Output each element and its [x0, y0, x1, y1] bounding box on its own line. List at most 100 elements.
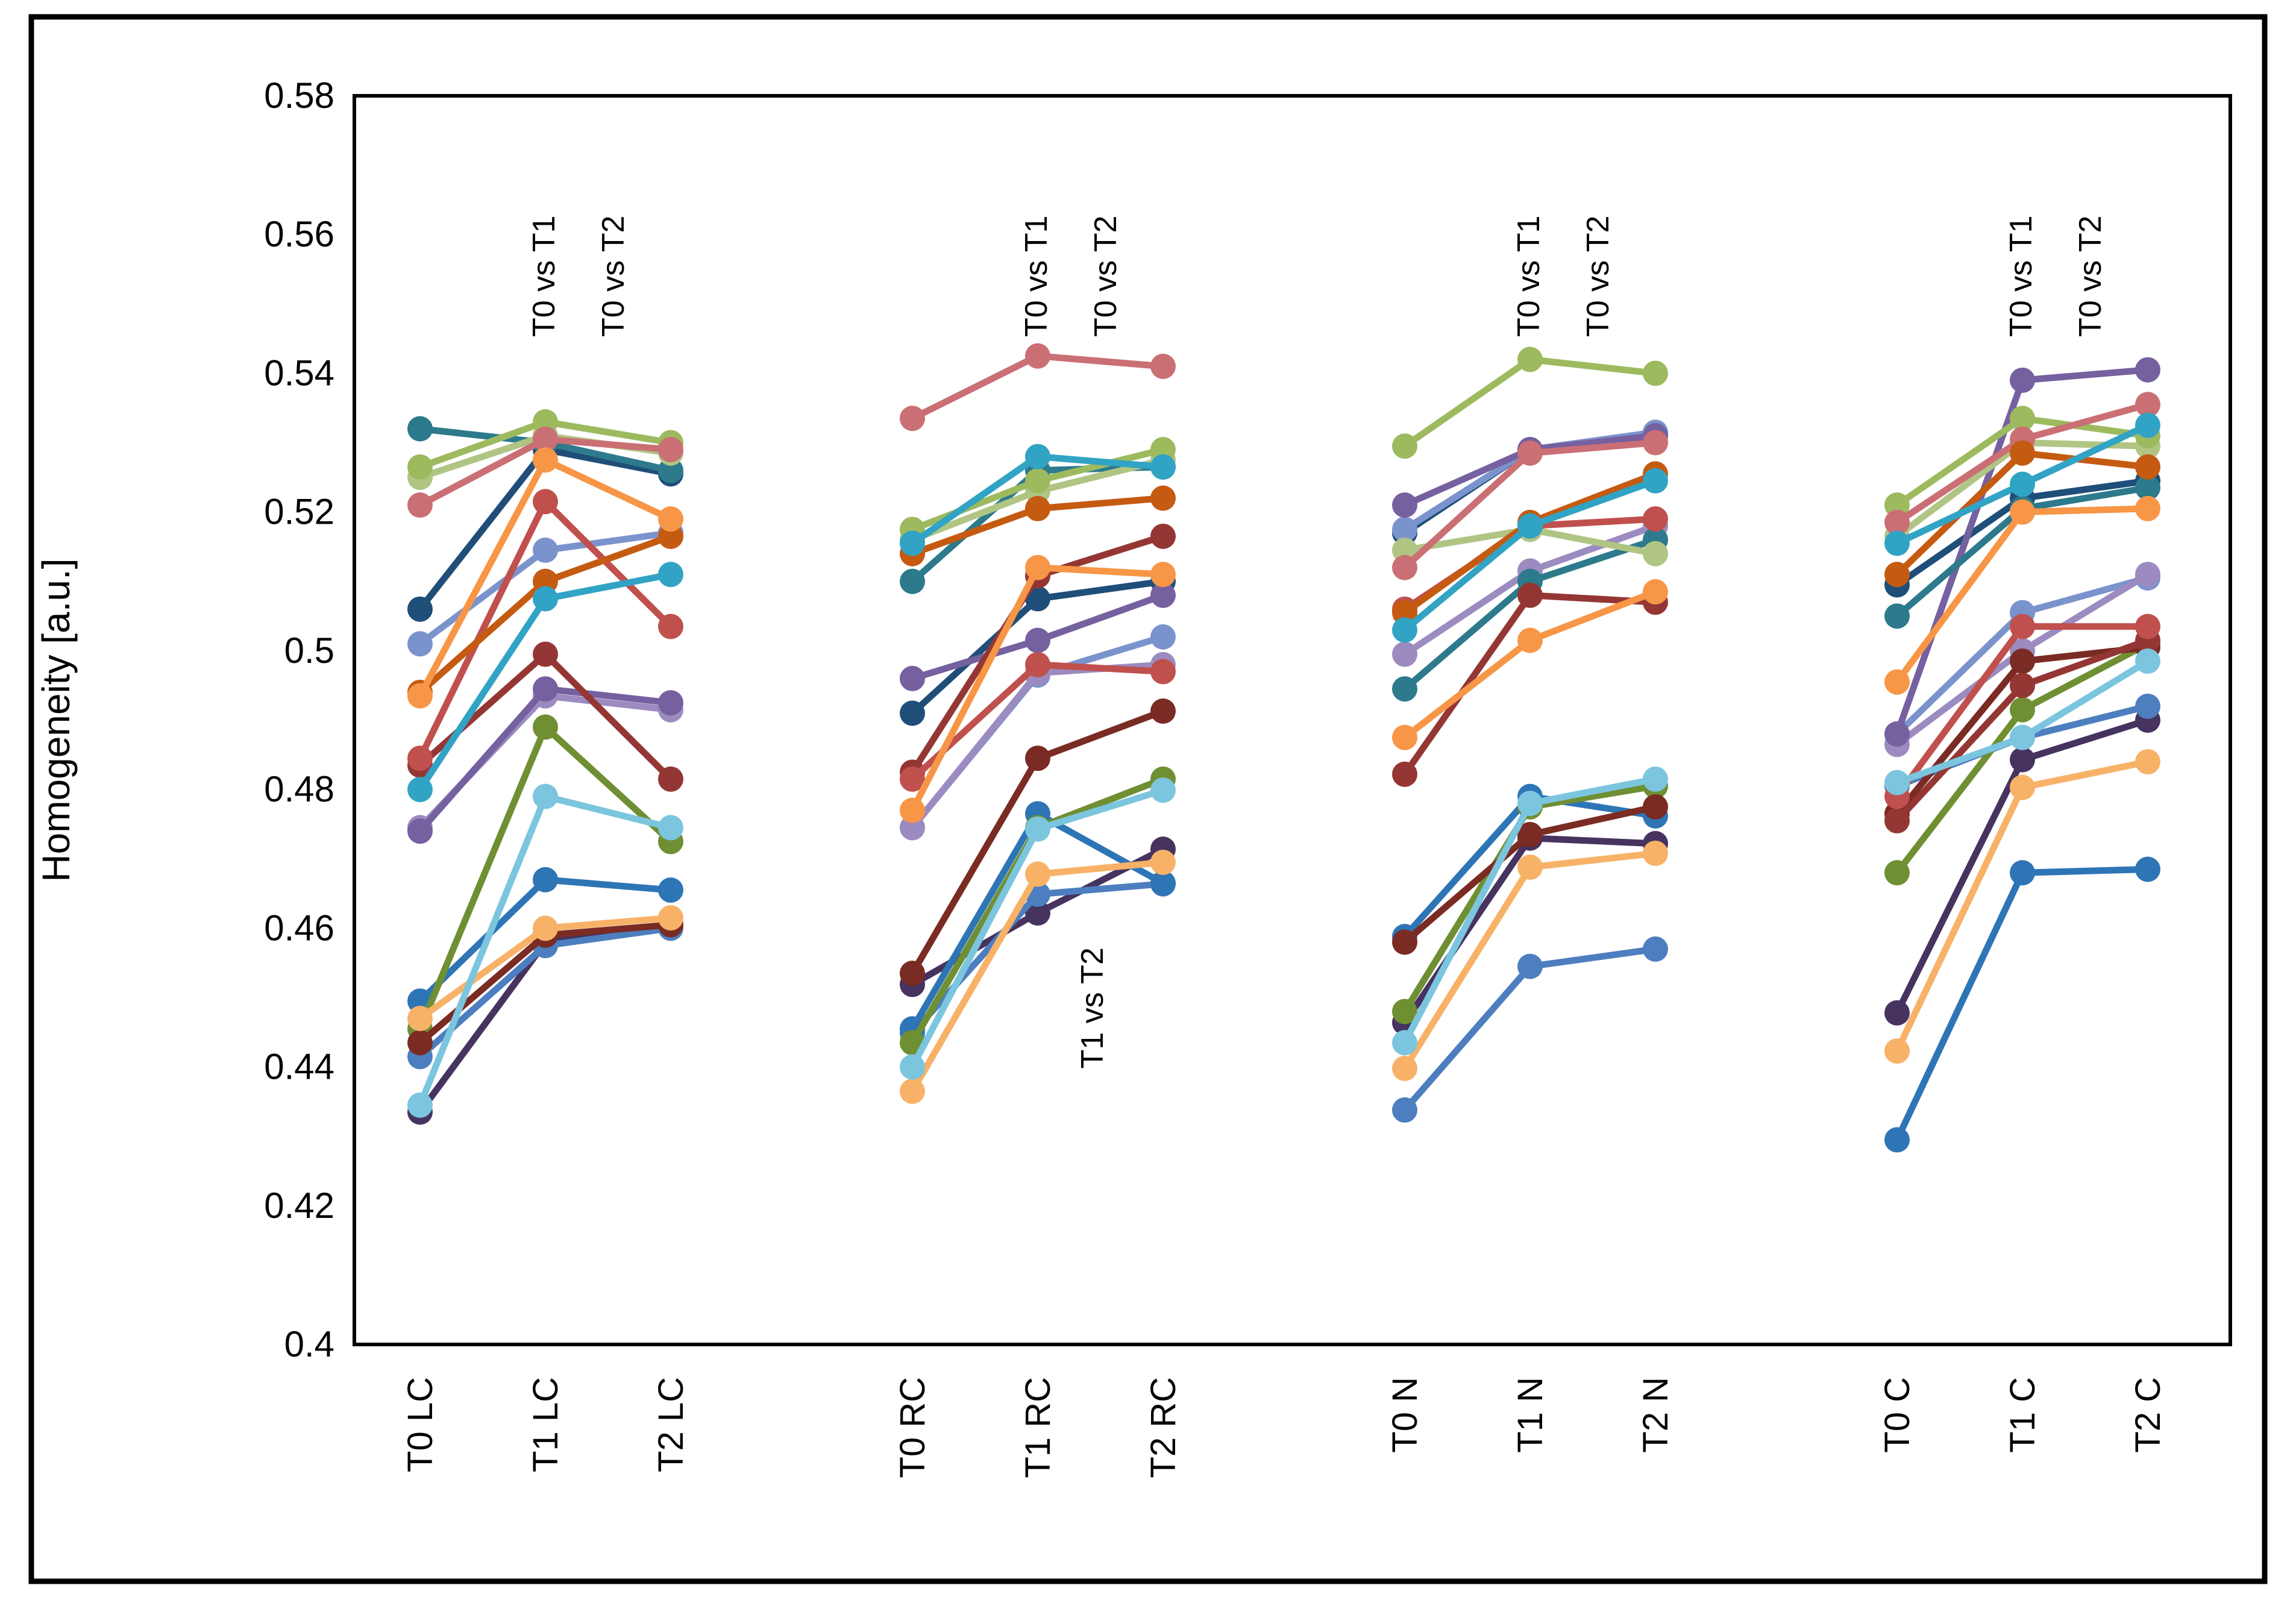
- annotations: T0 vs T1 T0 vs T2 T0 vs T1 T0 vs T2 T1 vs T2…: [527, 216, 2108, 1069]
- data-point: [407, 1005, 433, 1031]
- data-point: [2135, 856, 2160, 882]
- y-tick-label: 0.48: [264, 769, 334, 809]
- data-point: [658, 562, 683, 588]
- data-point: [900, 766, 925, 792]
- data-point: [2010, 724, 2035, 750]
- data-point: [533, 676, 558, 702]
- data-point: [1517, 627, 1543, 653]
- data-point: [1150, 659, 1176, 685]
- data-point: [1884, 509, 1910, 535]
- data-point: [1643, 468, 1668, 494]
- data-point: [900, 1054, 925, 1080]
- data-point: [900, 568, 925, 594]
- data-point: [1392, 1030, 1417, 1056]
- data-point: [900, 530, 925, 556]
- data-point: [533, 568, 558, 594]
- data-point: [2135, 392, 2160, 418]
- data-point: [1517, 855, 1543, 880]
- data-point: [658, 457, 683, 483]
- data-point: [1392, 676, 1417, 702]
- data-point: [1643, 766, 1668, 792]
- data-point: [2010, 747, 2035, 773]
- data-point: [1150, 698, 1176, 724]
- data-point: [407, 631, 433, 657]
- data-point: [1884, 603, 1910, 629]
- annotation-label: T0 vs T2: [2073, 216, 2108, 337]
- data-point: [1643, 794, 1668, 820]
- data-point: [1025, 586, 1050, 612]
- data-point: [1884, 721, 1910, 747]
- data-point: [533, 447, 558, 473]
- data-point: [1392, 433, 1417, 459]
- data-point: [1884, 492, 1910, 518]
- annotation-label: T1 vs T2: [1075, 947, 1110, 1068]
- annotation-label: T0 vs T1: [2004, 216, 2039, 337]
- x-tick-label: T0 N: [1385, 1377, 1425, 1453]
- data-point: [1025, 554, 1050, 580]
- data-point: [1025, 816, 1050, 842]
- x-tick-label: T1 N: [1511, 1377, 1550, 1453]
- x-tick-label: T1 LC: [526, 1377, 565, 1472]
- data-point: [1392, 600, 1417, 626]
- data-point: [658, 613, 683, 639]
- data-point: [533, 783, 558, 809]
- data-point: [533, 915, 558, 941]
- data-point: [407, 596, 433, 622]
- data-point: [533, 537, 558, 563]
- data-point: [1643, 430, 1668, 456]
- data-point: [658, 690, 683, 716]
- y-tick-label: 0.58: [264, 75, 334, 116]
- y-tick-label: 0.42: [264, 1185, 334, 1226]
- series-darkorange: [407, 440, 2160, 705]
- data-point: [1025, 861, 1050, 887]
- data-point: [1643, 360, 1668, 386]
- data-point: [1392, 1097, 1417, 1123]
- data-point: [1150, 437, 1176, 463]
- data-point: [2010, 440, 2035, 466]
- y-tick-label: 0.5: [284, 630, 334, 671]
- data-point: [2135, 495, 2160, 521]
- series-purple: [407, 357, 2160, 844]
- data-point: [658, 815, 683, 841]
- annotation-label: T0 vs T1: [1019, 216, 1054, 337]
- data-point: [1392, 641, 1417, 667]
- data-point: [2135, 412, 2160, 438]
- data-point: [1884, 530, 1910, 556]
- data-point: [1643, 579, 1668, 605]
- data-point: [1884, 669, 1910, 695]
- data-point: [407, 1030, 433, 1056]
- data-point: [1643, 541, 1668, 566]
- x-axis-tick-labels: T0 LC T1 LC T2 LC T0 RC T1 RC T2 RC T0 N T1 N T2…: [401, 1377, 2168, 1478]
- data-point: [900, 961, 925, 987]
- data-point: [1025, 900, 1050, 926]
- data-point: [658, 523, 683, 549]
- data-point: [1392, 1055, 1417, 1081]
- data-point: [1150, 624, 1176, 650]
- data-point: [900, 1078, 925, 1104]
- data-point: [1150, 485, 1176, 511]
- data-point: [1150, 870, 1176, 896]
- series-lightorange: [407, 749, 2160, 1104]
- data-point: [2010, 367, 2035, 393]
- data-point: [2010, 406, 2035, 431]
- data-point: [2010, 499, 2035, 525]
- y-tick-label: 0.46: [264, 908, 334, 948]
- x-tick-label: T2 LC: [651, 1377, 691, 1472]
- data-point: [900, 700, 925, 726]
- data-point: [658, 877, 683, 903]
- data-point: [1884, 1038, 1910, 1064]
- data-point: [2010, 774, 2035, 800]
- y-tick-label: 0.4: [284, 1324, 334, 1364]
- data-point: [2135, 475, 2160, 501]
- data-point: [1517, 582, 1543, 608]
- data-point: [1392, 492, 1417, 518]
- x-tick-label: T2 C: [2128, 1377, 2168, 1453]
- data-point: [533, 489, 558, 515]
- data-point: [2135, 749, 2160, 775]
- data-point: [2135, 454, 2160, 480]
- y-tick-label: 0.54: [264, 353, 334, 393]
- data-point: [1392, 554, 1417, 580]
- data-point: [900, 665, 925, 691]
